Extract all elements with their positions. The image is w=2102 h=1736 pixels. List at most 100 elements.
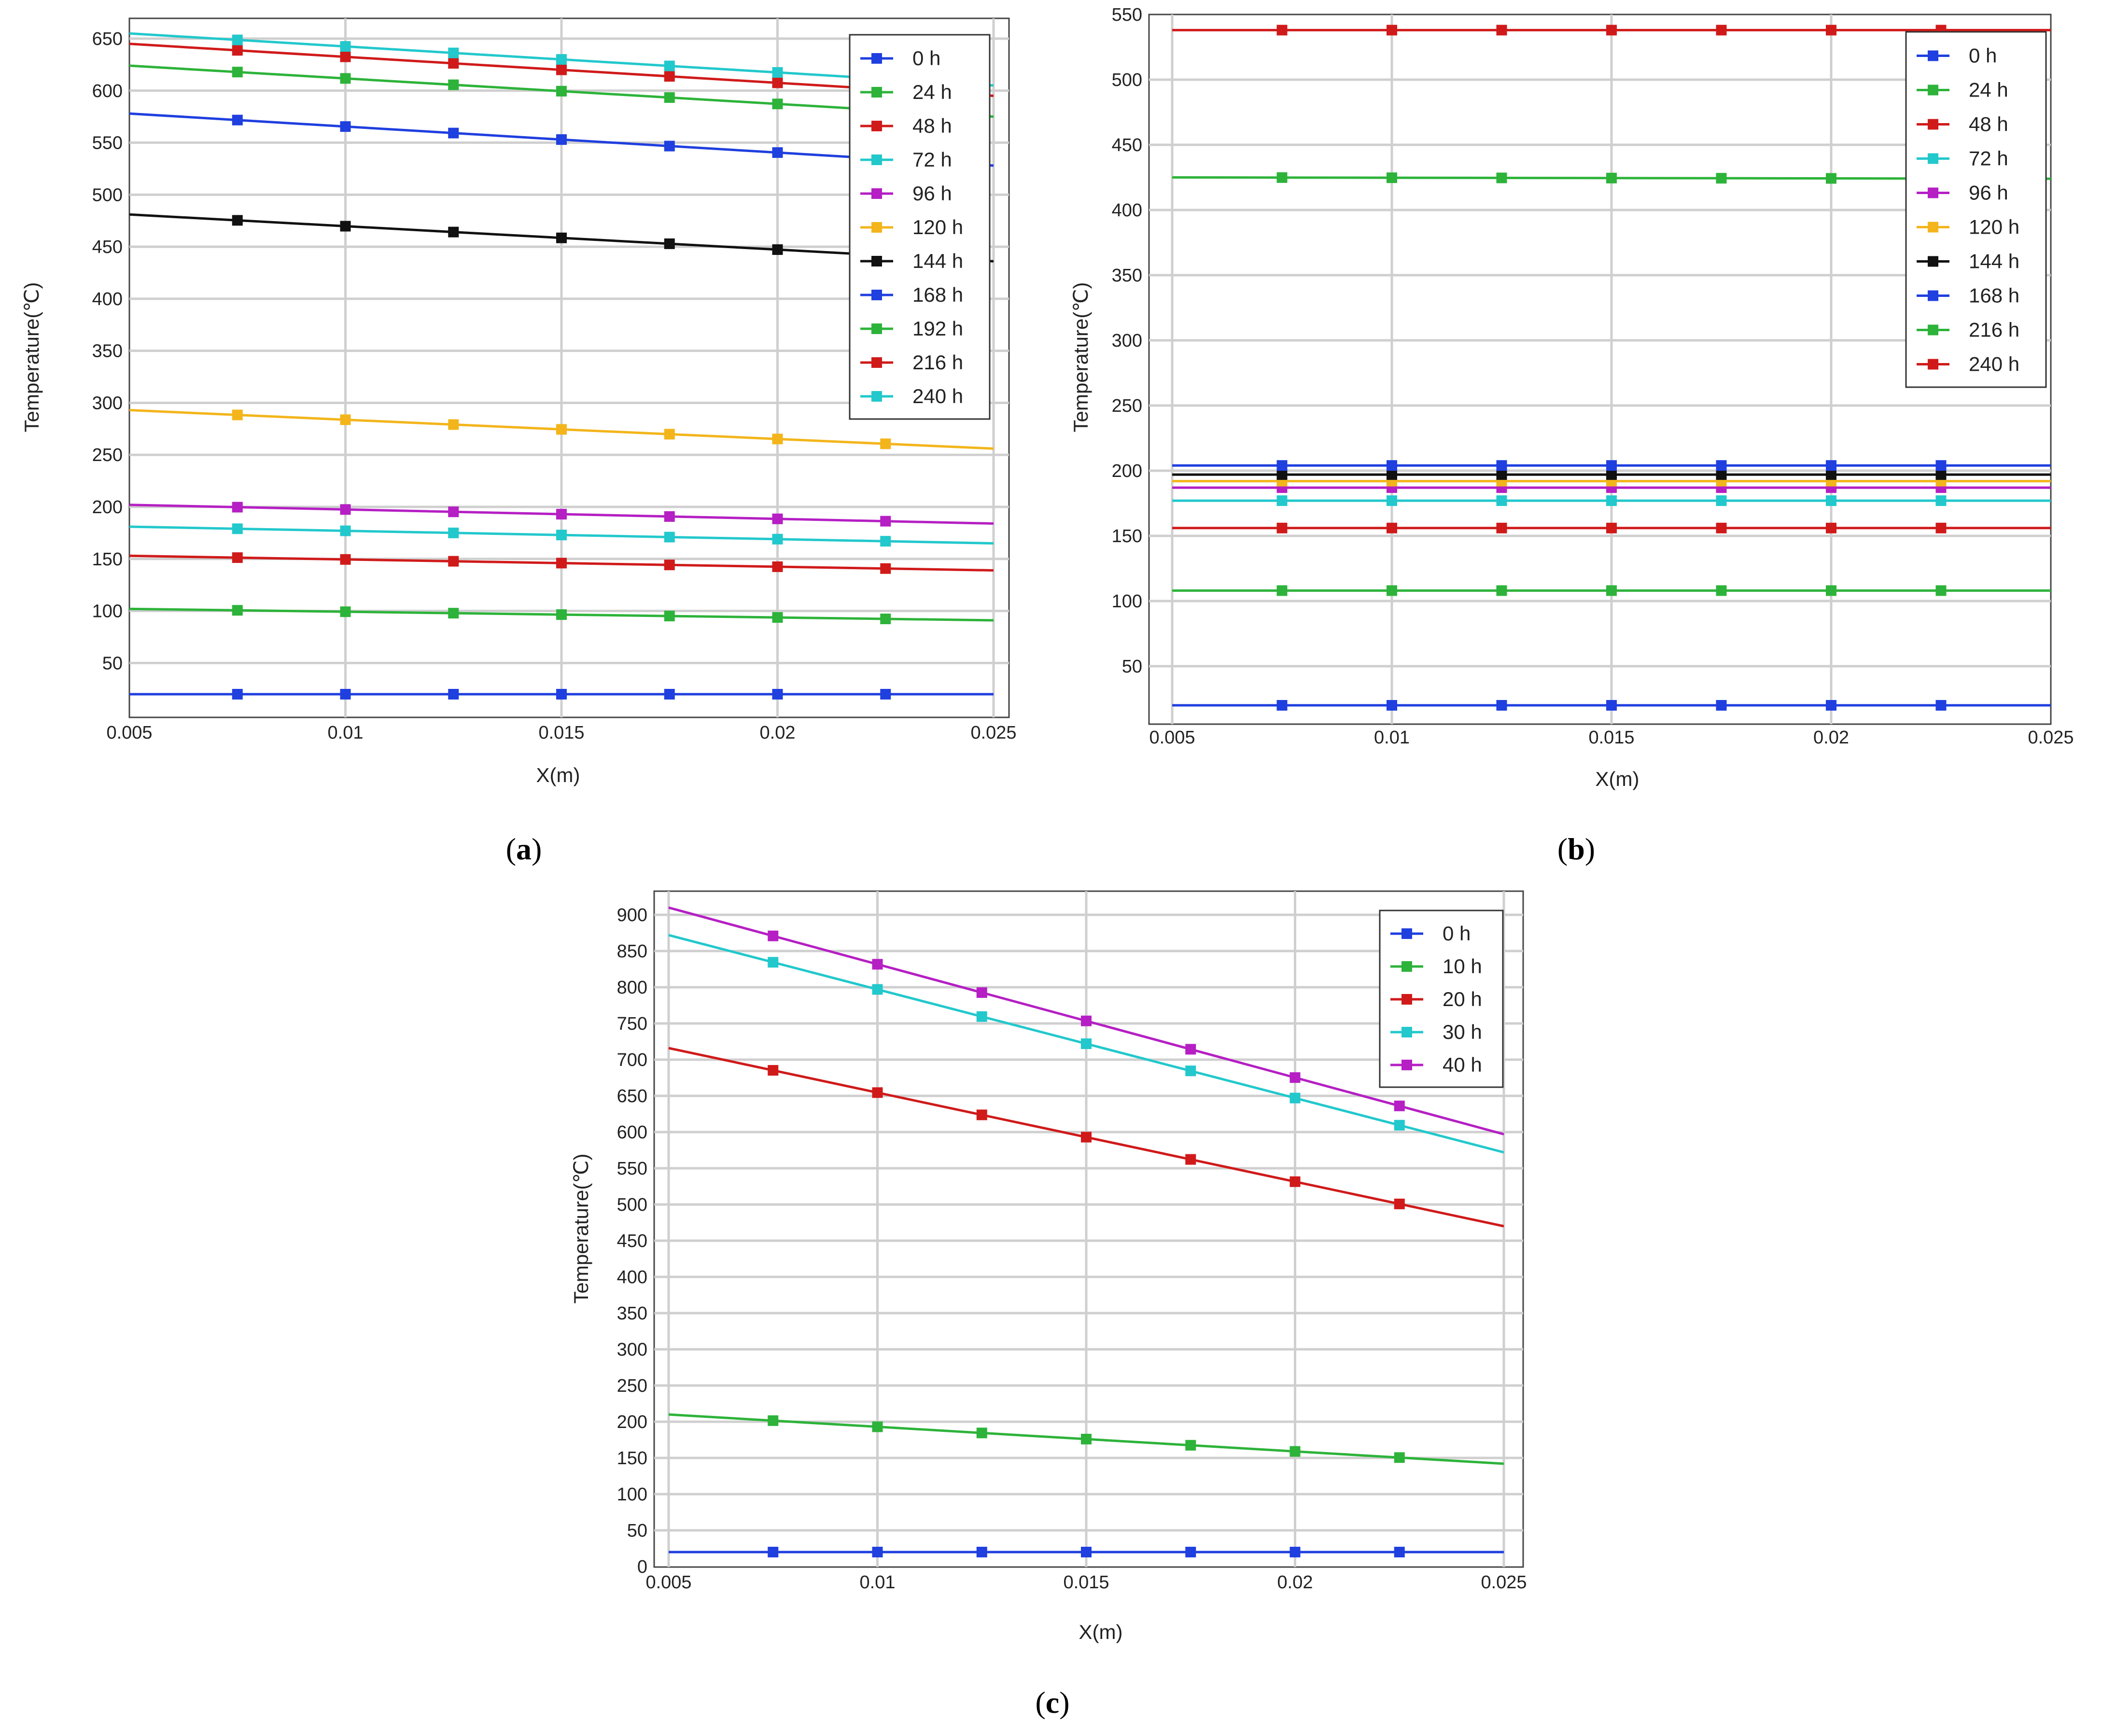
legend-swatch-marker [1401, 928, 1412, 939]
data-point-24h [1826, 585, 1836, 596]
legend-swatch-marker [871, 323, 882, 334]
legend-swatch-marker [1928, 256, 1938, 267]
legend-entry-label: 72 h [912, 148, 952, 171]
legend-entry-label: 10 h [1443, 955, 1482, 978]
legend-swatch-marker [1928, 119, 1938, 130]
y-tick-label: 650 [92, 29, 123, 49]
data-point-168h [772, 147, 783, 158]
y-tick-label: 300 [92, 393, 123, 413]
data-point-0h [880, 689, 891, 700]
y-tick-label: 200 [1112, 461, 1142, 481]
y-tick-label: 0 [637, 1557, 647, 1577]
legend-entry-label: 144 h [912, 250, 963, 272]
data-point-72h [1387, 495, 1397, 506]
data-point-0h [1826, 700, 1836, 711]
data-point-48h [1276, 522, 1288, 533]
data-point-0h [768, 1547, 779, 1557]
data-point-240h [1496, 25, 1507, 36]
data-point-40h [1185, 1044, 1196, 1055]
legend-swatch-marker [871, 87, 882, 98]
data-point-0h [976, 1547, 987, 1557]
data-point-0h [340, 689, 351, 700]
y-tick-label: 300 [617, 1340, 647, 1360]
legend-box [1379, 910, 1504, 1088]
data-point-144h [232, 215, 243, 226]
data-point-240h [1387, 25, 1397, 36]
data-point-192h [772, 98, 783, 110]
data-point-144h [1276, 469, 1288, 480]
data-point-168h [1496, 460, 1507, 471]
y-tick-label: 250 [1112, 396, 1142, 416]
data-point-48h [1716, 522, 1727, 533]
y-tick-label: 750 [617, 1014, 647, 1034]
data-point-216h [340, 51, 351, 62]
legend-entry-label: 30 h [1443, 1021, 1482, 1043]
legend-swatch-marker [871, 357, 882, 368]
data-point-0h [1276, 700, 1288, 711]
y-tick-label: 100 [617, 1484, 647, 1505]
data-point-72h [1606, 495, 1617, 506]
data-point-96h [664, 511, 675, 522]
legend-entry-label: 240 h [1969, 353, 2019, 376]
data-point-48h [664, 560, 675, 571]
data-point-144h [1606, 469, 1617, 480]
data-point-72h [556, 530, 567, 541]
y-tick-label: 500 [617, 1195, 647, 1215]
legend-entry-label: 120 h [1969, 216, 2019, 238]
y-tick-label: 100 [92, 602, 123, 622]
data-point-216h [448, 58, 459, 69]
data-point-48h [556, 558, 567, 569]
data-point-10h [872, 1421, 883, 1432]
x-tick-label: 0.025 [1481, 1572, 1527, 1593]
data-point-0h [872, 1547, 883, 1557]
data-point-192h [556, 85, 567, 97]
data-point-20h [872, 1087, 883, 1098]
legend-swatch-marker [1928, 187, 1938, 198]
legend-swatch-marker [1928, 290, 1938, 301]
data-point-0h [556, 689, 567, 700]
x-tick-label: 0.02 [1277, 1572, 1313, 1593]
data-point-144h [340, 221, 351, 232]
data-point-144h [1935, 469, 1947, 480]
legend-c: 0 h 10 h 20 h 30 h 40 h [1379, 910, 1504, 1088]
x-tick-label: 0.025 [2028, 728, 2074, 748]
legend-swatch-marker [871, 256, 882, 266]
data-point-10h [1394, 1452, 1405, 1463]
data-point-48h [1606, 522, 1617, 533]
series-markers-c [768, 930, 1405, 1557]
data-point-24h [880, 613, 891, 624]
data-point-216h [1606, 172, 1617, 183]
legend-a: 0 h 24 h 48 h 72 h 96 h 120 h 144 h 168 h 192 h 2… [849, 34, 991, 420]
data-point-30h [872, 984, 883, 995]
y-tick-label: 500 [92, 185, 123, 205]
data-point-240h [232, 34, 243, 45]
data-point-48h [448, 556, 459, 567]
data-point-0h [664, 689, 675, 700]
legend-entry-label: 120 h [912, 216, 963, 238]
y-tick-label: 400 [1112, 200, 1142, 221]
data-point-24h [1716, 585, 1727, 596]
data-point-0h [1185, 1547, 1196, 1557]
legend-swatch-marker [1401, 994, 1412, 1005]
x-tick-label: 0.015 [1063, 1572, 1109, 1593]
data-point-216h [664, 71, 675, 82]
y-tick-labels-b: 50 100 150 200 250 300 350 400 450 500 550 [1112, 5, 1142, 677]
legend-entry-label: 216 h [1969, 319, 2019, 341]
data-point-30h [1081, 1038, 1092, 1049]
legend-swatch-marker [871, 188, 882, 199]
data-point-168h [1276, 460, 1288, 471]
y-tick-label: 900 [617, 905, 647, 925]
x-tick-label: 0.025 [970, 723, 1016, 743]
data-point-168h [1826, 460, 1836, 471]
x-tick-label: 0.01 [328, 723, 364, 743]
data-point-120h [664, 429, 675, 440]
data-point-40h [1289, 1072, 1301, 1083]
legend-entry-label: 0 h [912, 47, 940, 70]
data-point-240h [1606, 25, 1617, 36]
data-point-240h [556, 54, 567, 65]
data-point-30h [1394, 1120, 1405, 1131]
data-point-72h [1496, 495, 1507, 506]
data-point-240h [1826, 25, 1836, 36]
y-axis-label-a: Temperature(℃) [20, 282, 43, 433]
